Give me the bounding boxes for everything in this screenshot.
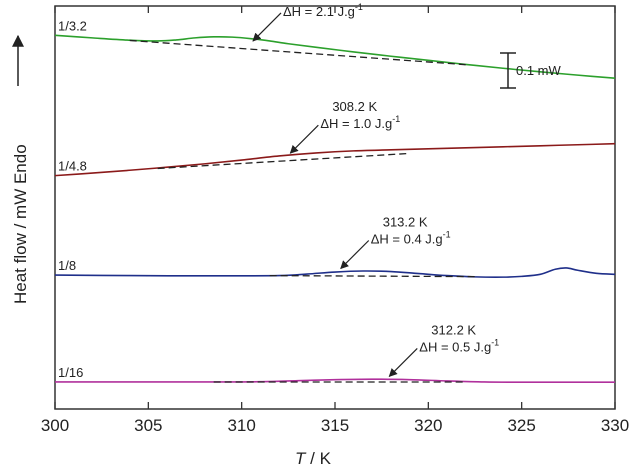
- annotation-dh-2: ΔH = 1.0 J.g-1: [320, 114, 400, 131]
- curve-label-layer: 1/3.2 1/4.8 1/8 1/16: [58, 18, 87, 380]
- baseline-3: [269, 274, 476, 278]
- series-line-2: [54, 142, 616, 177]
- series-line-4: [54, 378, 616, 384]
- annotation-exp-2: -1: [392, 114, 400, 124]
- series-line-3: [54, 267, 616, 278]
- curve-label-3: 1/8: [58, 258, 76, 273]
- x-tick-label-305: 305: [134, 416, 162, 435]
- annotation-dh-3: ΔH = 0.4 J.g-1: [371, 230, 451, 247]
- annotation-arrow-4: [388, 347, 418, 377]
- annotation-exp-1: -1: [355, 2, 363, 12]
- baseline-2: [157, 152, 410, 170]
- x-tick-label-310: 310: [227, 416, 255, 435]
- curve-label-4: 1/16: [58, 365, 83, 380]
- annotation-temp-4: 312.2 K: [431, 322, 476, 337]
- baseline-1: [129, 39, 466, 66]
- annotation-exp-4: -1: [491, 337, 499, 347]
- curve-label-2: 1/4.8: [58, 159, 87, 174]
- x-tick-label-320: 320: [414, 416, 442, 435]
- x-axis-title: T / K: [295, 449, 332, 468]
- x-tick-label-300: 300: [41, 416, 69, 435]
- annotation-layer: 306.2 KΔH = 2.1 J.g-1 308.2 KΔH = 1.0 J.g…: [252, 0, 499, 377]
- series-line-1: [54, 34, 616, 79]
- series-layer: [54, 34, 616, 384]
- annotation-arrow-1: [252, 12, 282, 42]
- annotation-temp-3: 313.2 K: [383, 215, 428, 230]
- annotation-temp-2: 308.2 K: [332, 99, 377, 114]
- x-axis-title-unit: / K: [305, 449, 331, 468]
- x-tick-label-325: 325: [507, 416, 535, 435]
- annotation-dh-4: ΔH = 0.5 J.g-1: [419, 337, 499, 354]
- annotation-dh-1: ΔH = 2.1 J.g-1: [283, 2, 363, 19]
- x-tick-label-315: 315: [321, 416, 349, 435]
- y-axis-title: Heat flow / mW Endo: [11, 144, 30, 304]
- x-axis: 300 305 310 315 320 325 330: [41, 6, 629, 435]
- curve-label-1: 1/3.2: [58, 18, 87, 33]
- scale-bar: 0.1 mW: [500, 52, 562, 89]
- annotation-temp-1: 306.2 K: [295, 0, 340, 2]
- x-axis-title-var: T: [295, 449, 307, 468]
- baseline-layer: [129, 39, 476, 383]
- annotation-arrow-3: [340, 240, 370, 270]
- scale-bar-label: 0.1 mW: [516, 63, 562, 78]
- annotation-exp-3: -1: [443, 230, 451, 240]
- y-axis-title-group: Heat flow / mW Endo: [11, 34, 30, 304]
- annotation-arrow-2: [289, 124, 319, 154]
- x-tick-label-330: 330: [601, 416, 629, 435]
